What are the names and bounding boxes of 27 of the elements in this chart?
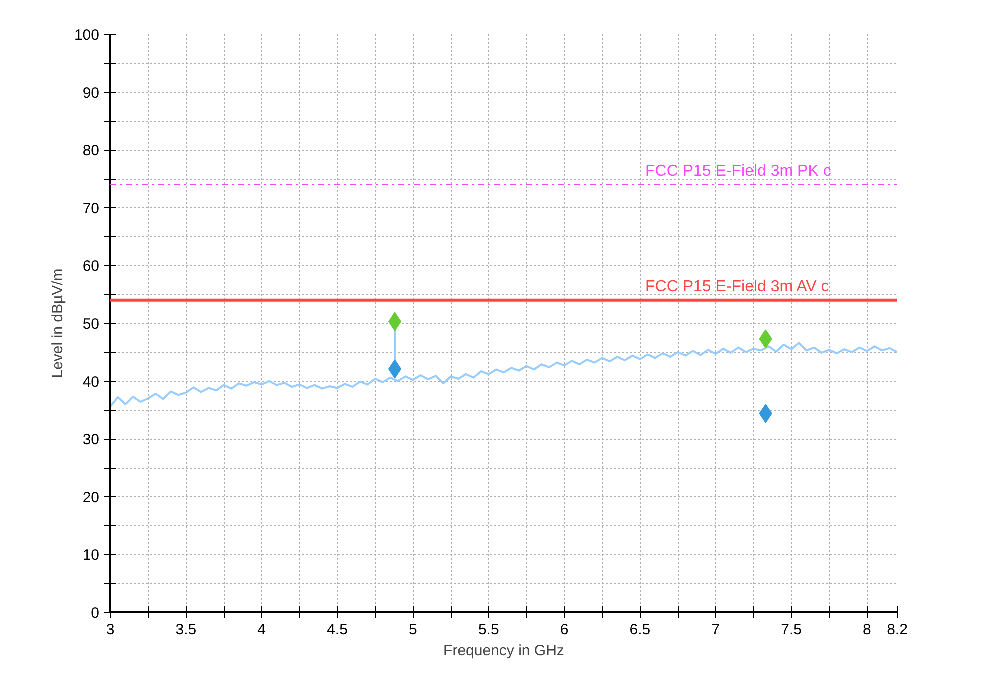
x-tick-label: 8 <box>863 622 872 638</box>
y-tick-label: 70 <box>82 200 100 218</box>
x-tick-label: 6.5 <box>630 622 651 638</box>
y-tick-label: 10 <box>82 547 100 564</box>
x-axis-title: Frequency in GHz <box>444 642 564 660</box>
x-tick-label: 7 <box>712 622 720 638</box>
x-tick-label: 4.5 <box>327 622 348 638</box>
y-tick-label: 50 <box>82 316 100 333</box>
y-axis-title: Level in dBµV/m <box>49 268 66 378</box>
x-tick-label: 3 <box>106 622 115 638</box>
x-tick-label: 4 <box>258 622 266 638</box>
ref-line-label: FCC P15 E-Field 3m PK c <box>646 162 832 180</box>
y-tick-label: 30 <box>82 432 100 449</box>
x-tick-label: 3.5 <box>176 622 197 638</box>
y-tick-label: 40 <box>82 374 100 391</box>
x-tick-label: 5 <box>409 622 418 638</box>
y-tick-label: 20 <box>82 489 100 506</box>
x-tick-label: 7.5 <box>781 622 802 638</box>
y-tick-label: 80 <box>82 142 100 160</box>
x-tick-label: 8.2 <box>887 622 908 638</box>
x-tick-label: 5.5 <box>478 622 500 638</box>
x-tick-label: 6 <box>560 622 569 638</box>
y-tick-label: 90 <box>82 84 100 102</box>
y-tick-label: 100 <box>74 27 100 44</box>
ref-line-label: FCC P15 E-Field 3m AV c <box>646 278 830 296</box>
y-tick-label: 60 <box>82 258 100 276</box>
y-tick-label: 0 <box>91 605 100 622</box>
